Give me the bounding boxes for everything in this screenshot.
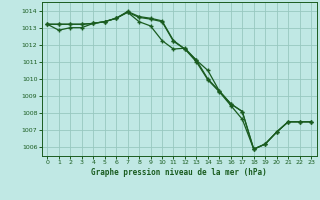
X-axis label: Graphe pression niveau de la mer (hPa): Graphe pression niveau de la mer (hPa) [91,168,267,177]
